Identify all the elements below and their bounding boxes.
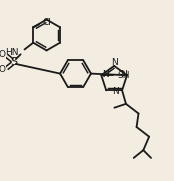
Text: Cl: Cl <box>43 18 52 27</box>
Text: N: N <box>120 70 126 79</box>
Text: HN: HN <box>5 48 19 57</box>
Text: SH: SH <box>118 71 130 80</box>
Text: O: O <box>0 65 6 74</box>
Text: N: N <box>111 58 117 67</box>
Text: N: N <box>102 70 109 79</box>
Text: S: S <box>10 57 17 67</box>
Text: N: N <box>112 87 119 96</box>
Text: O: O <box>0 50 6 59</box>
